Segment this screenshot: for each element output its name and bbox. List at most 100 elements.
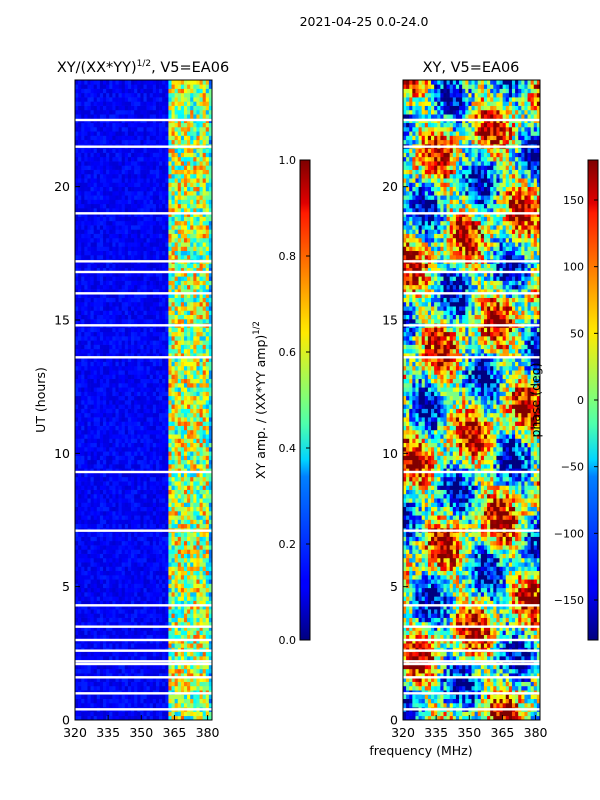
heatmap-cell — [146, 455, 151, 461]
heatmap-cell — [109, 634, 113, 640]
heatmap-cell — [103, 557, 107, 563]
heatmap-cell — [177, 404, 182, 409]
heatmap-cell — [162, 353, 166, 358]
heatmap-cell — [146, 370, 151, 375]
heatmap-cell — [81, 417, 85, 422]
heatmap-cell — [137, 562, 141, 567]
heatmap-cell — [146, 481, 151, 486]
heatmap-cell — [78, 681, 82, 687]
heatmap-cell — [146, 677, 151, 682]
heatmap-cell — [143, 694, 147, 700]
heatmap-cell — [137, 272, 141, 277]
heatmap-cell — [168, 472, 172, 478]
heatmap-cell — [174, 583, 179, 589]
heatmap-cell — [208, 429, 212, 435]
heatmap-cell — [171, 519, 175, 525]
heatmap-cell — [140, 660, 144, 665]
heatmap-cell — [149, 280, 154, 286]
heatmap-cell — [121, 715, 126, 720]
heatmap-cell — [155, 254, 160, 260]
heatmap-cell — [155, 455, 160, 461]
heatmap-cell — [124, 651, 129, 657]
heatmap-cell — [174, 519, 179, 525]
heatmap-cell — [152, 502, 157, 508]
heatmap-cell — [134, 613, 138, 618]
heatmap-cell — [187, 515, 191, 520]
heatmap-cell — [187, 310, 191, 316]
heatmap-cell — [208, 711, 212, 717]
heatmap-cell — [205, 357, 210, 362]
heatmap-cell — [84, 468, 88, 473]
heatmap-cell — [106, 506, 110, 512]
heatmap-cell — [149, 715, 154, 720]
heatmap-cell — [202, 583, 207, 589]
heatmap-cell — [143, 365, 147, 371]
heatmap-cell — [193, 685, 197, 691]
heatmap-cell — [180, 694, 185, 700]
heatmap-cell — [208, 442, 212, 448]
heatmap-cell — [149, 485, 154, 490]
heatmap-cell — [90, 592, 95, 597]
heatmap-cell — [118, 617, 123, 623]
heatmap-cell — [202, 267, 207, 273]
heatmap-cell — [152, 583, 157, 589]
heatmap-cell — [155, 421, 160, 426]
heatmap-cell — [180, 519, 185, 525]
heatmap-cell — [155, 391, 160, 397]
heatmap-cell — [177, 604, 182, 610]
heatmap-cell — [131, 613, 135, 618]
heatmap-cell — [202, 301, 207, 307]
heatmap-cell — [140, 472, 144, 478]
heatmap-cell — [99, 651, 104, 657]
heatmap-cell — [127, 250, 132, 256]
heatmap-cell — [131, 318, 135, 324]
heatmap-cell — [90, 421, 95, 426]
heatmap-cell — [143, 617, 147, 623]
heatmap-cell — [109, 442, 113, 448]
heatmap-cell — [96, 318, 101, 324]
heatmap-cell — [183, 382, 188, 388]
heatmap-cell — [137, 327, 141, 333]
heatmap-cell — [208, 515, 212, 520]
heatmap-cell — [75, 694, 79, 700]
heatmap-cell — [162, 314, 166, 320]
heatmap-cell — [96, 570, 101, 576]
heatmap-cell — [109, 715, 113, 720]
heatmap-cell — [90, 711, 95, 717]
heatmap-cell — [87, 331, 91, 337]
heatmap-cell — [137, 476, 141, 482]
heatmap-cell — [190, 574, 194, 580]
heatmap-cell — [196, 276, 200, 281]
heatmap-cell — [140, 656, 144, 661]
heatmap-cell — [99, 600, 104, 606]
heatmap-cell — [162, 361, 166, 367]
heatmap-cell — [190, 677, 194, 682]
heatmap-cell — [121, 506, 126, 512]
heatmap-cell — [99, 464, 104, 469]
heatmap-cell — [127, 438, 132, 444]
heatmap-cell — [168, 638, 172, 644]
heatmap-cell — [118, 519, 123, 525]
heatmap-cell — [199, 600, 204, 606]
heatmap-cell — [75, 327, 79, 333]
heatmap-cell — [90, 702, 95, 708]
heatmap-cell — [106, 421, 110, 426]
heatmap-cell — [81, 651, 85, 657]
heatmap-cell — [183, 681, 188, 687]
heatmap-cell — [159, 395, 163, 401]
heatmap-cell — [152, 455, 157, 461]
heatmap-cell — [140, 314, 144, 320]
heatmap-cell — [193, 331, 197, 337]
heatmap-cell — [103, 417, 107, 422]
heatmap-cell — [196, 510, 200, 516]
heatmap-cell — [205, 660, 210, 665]
heatmap-cell — [146, 536, 151, 542]
heatmap-cell — [165, 310, 169, 316]
heatmap-cell — [137, 348, 141, 354]
heatmap-cell — [143, 604, 147, 610]
heatmap-cell — [177, 553, 182, 559]
heatmap-cell — [96, 412, 101, 418]
heatmap-cell — [202, 532, 207, 537]
heatmap-cell — [84, 574, 88, 580]
heatmap-cell — [81, 297, 85, 303]
